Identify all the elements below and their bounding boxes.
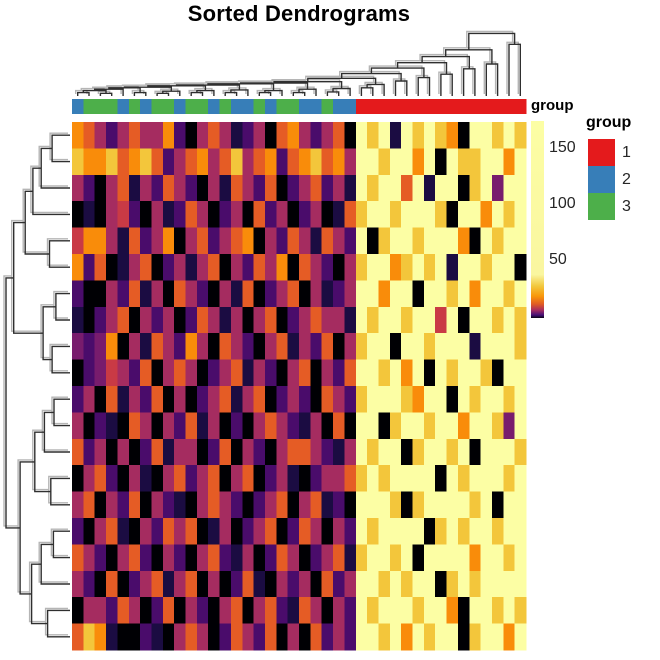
column-dendrogram xyxy=(75,30,521,96)
colorbar xyxy=(531,121,544,318)
row-dendrogram xyxy=(3,132,70,638)
heatmap-grid xyxy=(72,122,527,651)
column-annotation-label: group xyxy=(531,97,574,114)
colorbar-tick-50: 50 xyxy=(549,251,567,268)
legend-swatch-group-2 xyxy=(588,166,615,193)
colorbar-tick-100: 100 xyxy=(549,195,576,212)
column-annotation-bar xyxy=(72,99,527,114)
group-legend-title: group xyxy=(586,114,632,131)
legend-label-group-1: 1 xyxy=(622,144,631,161)
legend-swatch-group-1 xyxy=(588,139,615,166)
chart-title: Sorted Dendrograms xyxy=(187,1,411,26)
legend-swatch-group-3 xyxy=(588,193,615,220)
legend-label-group-2: 2 xyxy=(622,171,631,188)
colorbar-tick-150: 150 xyxy=(549,139,576,156)
legend-label-group-3: 3 xyxy=(622,198,631,215)
